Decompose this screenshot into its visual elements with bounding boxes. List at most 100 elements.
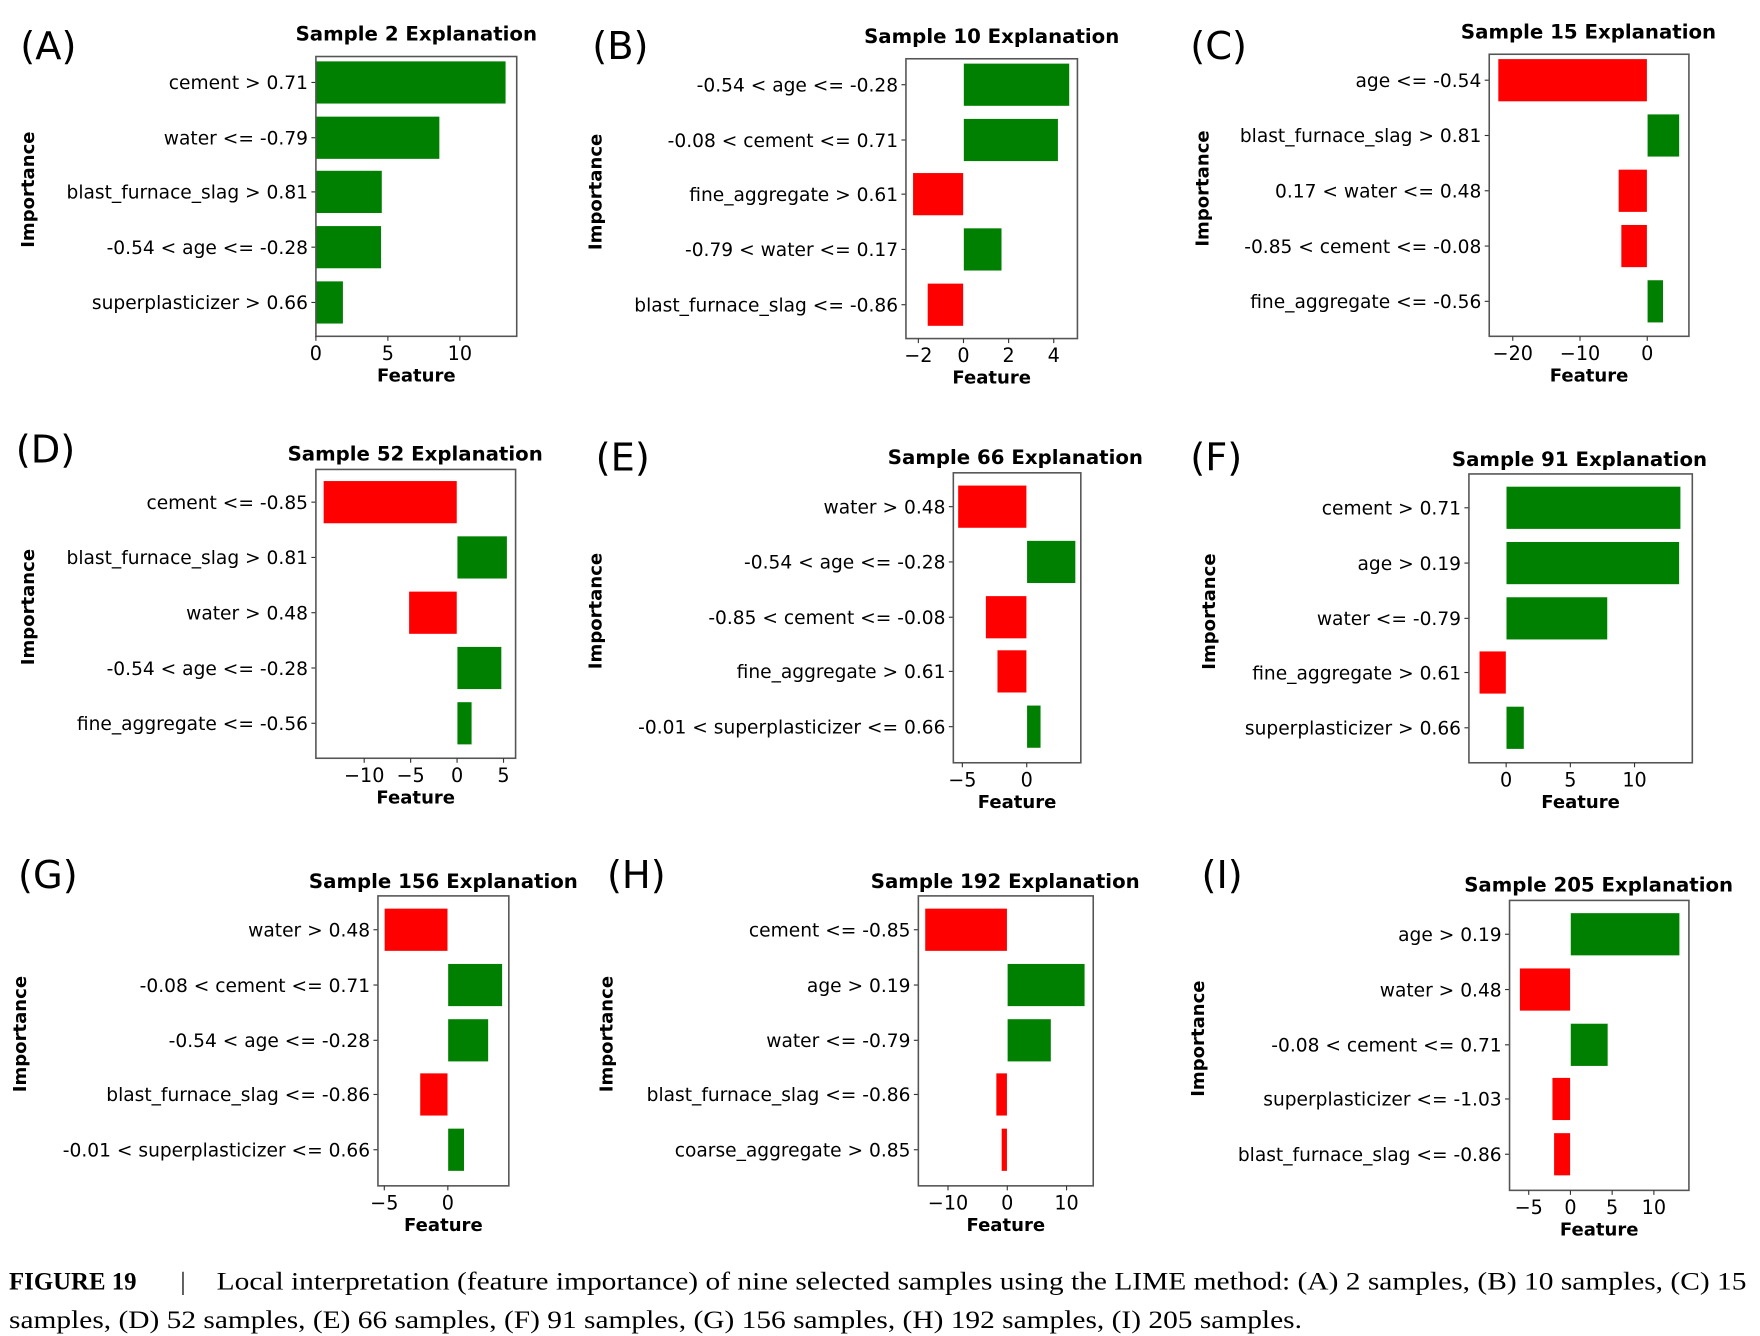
y-tick-label: blast_furnace_slag > 0.81 xyxy=(1240,126,1481,147)
y-tick-label: blast_furnace_slag <= -0.86 xyxy=(634,295,898,316)
x-tick-label: −5 xyxy=(370,1192,398,1215)
panel-h: (H) Sample 192 Explanation cement <= -0.85… xyxy=(597,853,1140,1236)
x-tick-label: 0 xyxy=(1500,768,1512,791)
panel-letter: (F) xyxy=(1190,436,1242,481)
y-tick-label: superplasticizer > 0.66 xyxy=(1245,719,1461,740)
x-tick-label: 10 xyxy=(1054,1192,1078,1215)
y-tick-label: fine_aggregate <= -0.56 xyxy=(77,714,308,735)
axes-frame xyxy=(315,468,517,760)
y-tick-label: water <= -0.79 xyxy=(766,1031,910,1052)
x-tick-label: 10 xyxy=(448,342,472,365)
y-tick-label: age <= -0.54 xyxy=(1355,71,1481,92)
x-tick-label: 0 xyxy=(1001,1192,1013,1215)
y-tick-label: water > 0.48 xyxy=(248,921,370,942)
x-tick-label: 10 xyxy=(1642,1196,1666,1219)
x-axis-label: Feature xyxy=(404,1215,483,1236)
y-tick-label: -0.54 < age <= -0.28 xyxy=(697,75,898,96)
y-tick-label: age > 0.19 xyxy=(807,976,911,997)
y-tick-label: -0.54 < age <= -0.28 xyxy=(744,553,945,574)
bar xyxy=(408,590,458,635)
bar xyxy=(1551,1077,1571,1121)
figure-caption: FIGURE 19 | Local interpretation (featur… xyxy=(9,1269,1746,1334)
panel-a: (A) Sample 2 Explanation cement > 0.71 wate… xyxy=(18,23,537,387)
y-axis-label: Importance xyxy=(1199,553,1220,669)
bar xyxy=(1006,963,1086,1007)
bar xyxy=(1646,279,1664,324)
bar xyxy=(1006,1018,1052,1063)
x-tick-label: 0 xyxy=(957,344,969,367)
bar xyxy=(315,170,383,214)
y-tick-label: -0.54 < age <= -0.28 xyxy=(169,1031,370,1052)
panel-e: (E) Sample 66 Explanation water > 0.48 -0.5… xyxy=(585,436,1143,813)
bar xyxy=(1026,704,1042,749)
bar xyxy=(963,62,1070,107)
y-tick-label: fine_aggregate > 0.61 xyxy=(1252,663,1461,684)
x-axis-label: Feature xyxy=(966,1215,1045,1236)
caption-separator: | xyxy=(181,1269,186,1296)
x-tick-label: 5 xyxy=(382,342,394,365)
y-tick-label: -0.08 < cement <= 0.71 xyxy=(1271,1036,1501,1057)
bar xyxy=(963,118,1059,162)
bar xyxy=(1570,912,1681,957)
x-tick-label: −2 xyxy=(904,344,932,367)
x-tick-label: 5 xyxy=(1606,1196,1618,1219)
bar xyxy=(1646,113,1680,158)
bar xyxy=(1553,1132,1571,1177)
x-tick-label: 2 xyxy=(1003,344,1015,367)
x-tick-label: −5 xyxy=(397,764,425,787)
axes-frame xyxy=(1508,899,1690,1192)
x-tick-label: −10 xyxy=(344,764,384,787)
axes-frame xyxy=(952,472,1082,764)
caption-line-1: Local interpretation (feature importance… xyxy=(217,1269,1747,1296)
bar xyxy=(456,646,502,690)
y-tick-label: age > 0.19 xyxy=(1357,554,1461,575)
x-tick-label: 0 xyxy=(310,342,322,365)
y-tick-label: coarse_aggregate > 0.85 xyxy=(675,1141,911,1162)
y-tick-label: water > 0.48 xyxy=(824,497,946,518)
panel-b: (B) Sample 10 Explanation -0.54 < age <= -… xyxy=(585,24,1119,389)
x-tick-label: 5 xyxy=(497,764,509,787)
y-tick-label: -0.79 < water <= 0.17 xyxy=(685,240,898,261)
x-axis-label: Feature xyxy=(1550,365,1629,386)
bar xyxy=(315,280,344,325)
bar xyxy=(1505,596,1608,641)
bar xyxy=(985,595,1028,640)
y-axis-label: Importance xyxy=(18,549,39,665)
bar xyxy=(957,484,1028,529)
y-tick-label: water > 0.48 xyxy=(1380,980,1502,1001)
y-tick-label: 0.17 < water <= 0.48 xyxy=(1275,182,1481,203)
panel-letter: (H) xyxy=(607,853,666,898)
bar xyxy=(456,535,508,580)
axes-frame xyxy=(1488,53,1690,338)
x-tick-label: 0 xyxy=(451,764,463,787)
bar xyxy=(996,649,1028,694)
x-axis-label: Feature xyxy=(1560,1219,1639,1240)
x-axis-label: Feature xyxy=(377,365,456,386)
y-axis-label: Importance xyxy=(597,976,618,1092)
x-tick-label: 0 xyxy=(1564,1196,1576,1219)
panel-i: (I) Sample 205 Explanation age > 0.19 water… xyxy=(1188,853,1733,1240)
y-tick-label: blast_furnace_slag > 0.81 xyxy=(67,183,308,204)
panel-letter: (C) xyxy=(1190,24,1247,69)
panel-f: (F) Sample 91 Explanation cement > 0.71 age… xyxy=(1190,436,1707,813)
x-tick-label: 0 xyxy=(442,1192,454,1215)
y-tick-label: -0.08 < cement <= 0.71 xyxy=(140,976,370,997)
axes-frame xyxy=(315,55,518,338)
bar xyxy=(315,225,382,269)
chart-title: Sample 2 Explanation xyxy=(296,23,537,46)
y-tick-label: -0.54 < age <= -0.28 xyxy=(107,238,308,259)
y-tick-label: superplasticizer > 0.66 xyxy=(92,293,308,314)
x-axis-label: Feature xyxy=(376,787,455,808)
bar xyxy=(456,701,473,746)
bar xyxy=(1026,540,1077,584)
x-tick-label: 10 xyxy=(1622,768,1646,791)
y-tick-label: fine_aggregate <= -0.56 xyxy=(1250,292,1481,313)
bar xyxy=(963,227,1003,272)
panel-letter: (I) xyxy=(1202,853,1243,898)
axes-frame xyxy=(377,895,510,1187)
bar xyxy=(1570,1023,1609,1067)
bar xyxy=(1620,224,1648,268)
x-tick-label: −20 xyxy=(1493,342,1533,365)
x-tick-label: 5 xyxy=(1564,768,1576,791)
